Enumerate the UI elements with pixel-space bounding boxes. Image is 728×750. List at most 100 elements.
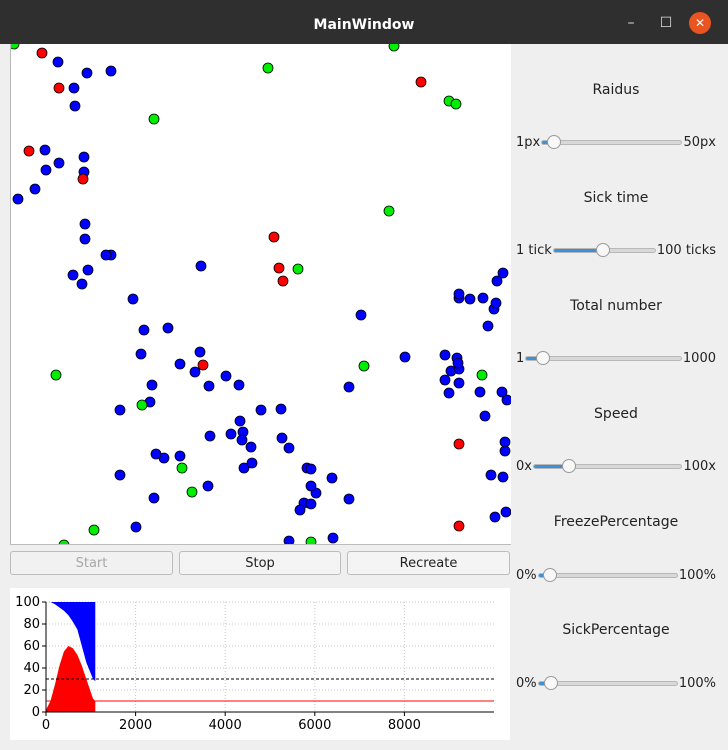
healthy-dot (105, 65, 117, 77)
healthy-dot (327, 532, 339, 544)
healthy-dot (135, 348, 147, 360)
healthy-dot (477, 292, 489, 304)
slider-label: Raidus (592, 82, 640, 98)
healthy-dot (326, 472, 338, 484)
healthy-dot (305, 498, 317, 510)
sick-dot (23, 145, 35, 157)
healthy-dot (114, 404, 126, 416)
healthy-dot (255, 404, 267, 416)
recovered-dot (58, 539, 70, 544)
slider-max-label: 100 ticks (656, 243, 716, 258)
recovered-dot (292, 263, 304, 275)
slider-handle[interactable] (544, 676, 559, 690)
y-tick-label: 40 (23, 661, 40, 676)
healthy-dot (497, 471, 509, 483)
healthy-dot (174, 450, 186, 462)
healthy-dot (474, 386, 486, 398)
recovered-dot (450, 98, 462, 110)
healthy-dot (305, 463, 317, 475)
slider-label: Sick time (583, 190, 649, 206)
slider-track[interactable] (538, 568, 678, 582)
slider-track[interactable] (533, 459, 682, 473)
healthy-dot (453, 288, 465, 300)
slider-handle[interactable] (562, 459, 577, 473)
recovered-dot (50, 369, 62, 381)
slider-track[interactable] (553, 243, 656, 257)
healthy-dot (81, 67, 93, 79)
healthy-dot (67, 269, 79, 281)
slider-max-label: 50px (683, 135, 717, 150)
slider-min-label: 0% (516, 676, 537, 691)
slider-max-label: 1000 (682, 351, 716, 366)
y-tick-label: 80 (23, 617, 40, 632)
healthy-dot (283, 535, 295, 544)
sick-dot (415, 76, 427, 88)
healthy-dot (305, 480, 317, 492)
healthy-dot (496, 386, 508, 398)
slider-max-label: 100% (678, 568, 716, 583)
slider-fill (526, 357, 543, 360)
healthy-dot (482, 320, 494, 332)
slider-handle[interactable] (536, 351, 550, 365)
x-tick-label: 0 (42, 718, 50, 733)
recreate-button[interactable]: Recreate (347, 551, 510, 575)
minimize-icon[interactable]: – (627, 15, 635, 31)
recovered-dot (388, 44, 400, 52)
sick-dot (77, 173, 89, 185)
healthy-dot (294, 504, 306, 516)
close-icon[interactable]: ✕ (689, 12, 711, 34)
healthy-dot (138, 324, 150, 336)
sick-area (46, 646, 96, 712)
x-tick-label: 8000 (388, 718, 421, 733)
healthy-dot (29, 183, 41, 195)
slider-handle[interactable] (547, 135, 562, 149)
sick-dot (277, 275, 289, 287)
slider-min-label: 0% (516, 568, 537, 583)
healthy-dot (245, 441, 257, 453)
healthy-dot (39, 144, 51, 156)
stop-button[interactable]: Stop (179, 551, 341, 575)
healthy-dot (130, 521, 142, 533)
y-tick-label: 60 (23, 639, 40, 654)
statistics-plot: 0 2000 4000 6000 8000 0 20 40 60 80 100 (10, 588, 510, 740)
slider-track[interactable] (538, 676, 678, 690)
healthy-dot (148, 492, 160, 504)
healthy-dot (204, 430, 216, 442)
x-tick-label: 6000 (298, 718, 331, 733)
healthy-dot (453, 377, 465, 389)
sick-dot (453, 438, 465, 450)
slider-min-label: 0x (516, 459, 532, 474)
sick-dot (453, 520, 465, 532)
simulation-canvas (10, 44, 511, 545)
healthy-dot (238, 462, 250, 474)
healthy-dot (275, 403, 287, 415)
healthy-dot (78, 151, 90, 163)
healthy-area (46, 602, 96, 682)
healthy-dot (189, 366, 201, 378)
healthy-dot (146, 379, 158, 391)
start-button[interactable]: Start (10, 551, 173, 575)
healthy-dot (500, 506, 511, 518)
slider-track[interactable] (525, 351, 682, 365)
slider-min-label: 1px (516, 135, 541, 150)
healthy-dot (114, 469, 126, 481)
healthy-dot (343, 381, 355, 393)
recovered-dot (262, 62, 274, 74)
maximize-icon[interactable]: ☐ (659, 15, 673, 31)
slider-row: 0% 100% (510, 566, 722, 586)
slider-row: 1 1000 (510, 349, 722, 369)
healthy-dot (82, 264, 94, 276)
healthy-dot (150, 448, 162, 460)
healthy-dot (343, 493, 355, 505)
slider-max-label: 100% (678, 676, 716, 691)
x-tick-label: 2000 (119, 718, 152, 733)
healthy-dot (100, 249, 112, 261)
y-tick-label: 100 (15, 595, 40, 610)
healthy-dot (69, 100, 81, 112)
slider-track[interactable] (541, 135, 682, 149)
recovered-dot (176, 462, 188, 474)
slider-handle[interactable] (542, 568, 557, 582)
slider-handle[interactable] (595, 243, 610, 257)
healthy-dot (246, 457, 258, 469)
title-bar: MainWindow – ☐ ✕ (0, 0, 728, 44)
